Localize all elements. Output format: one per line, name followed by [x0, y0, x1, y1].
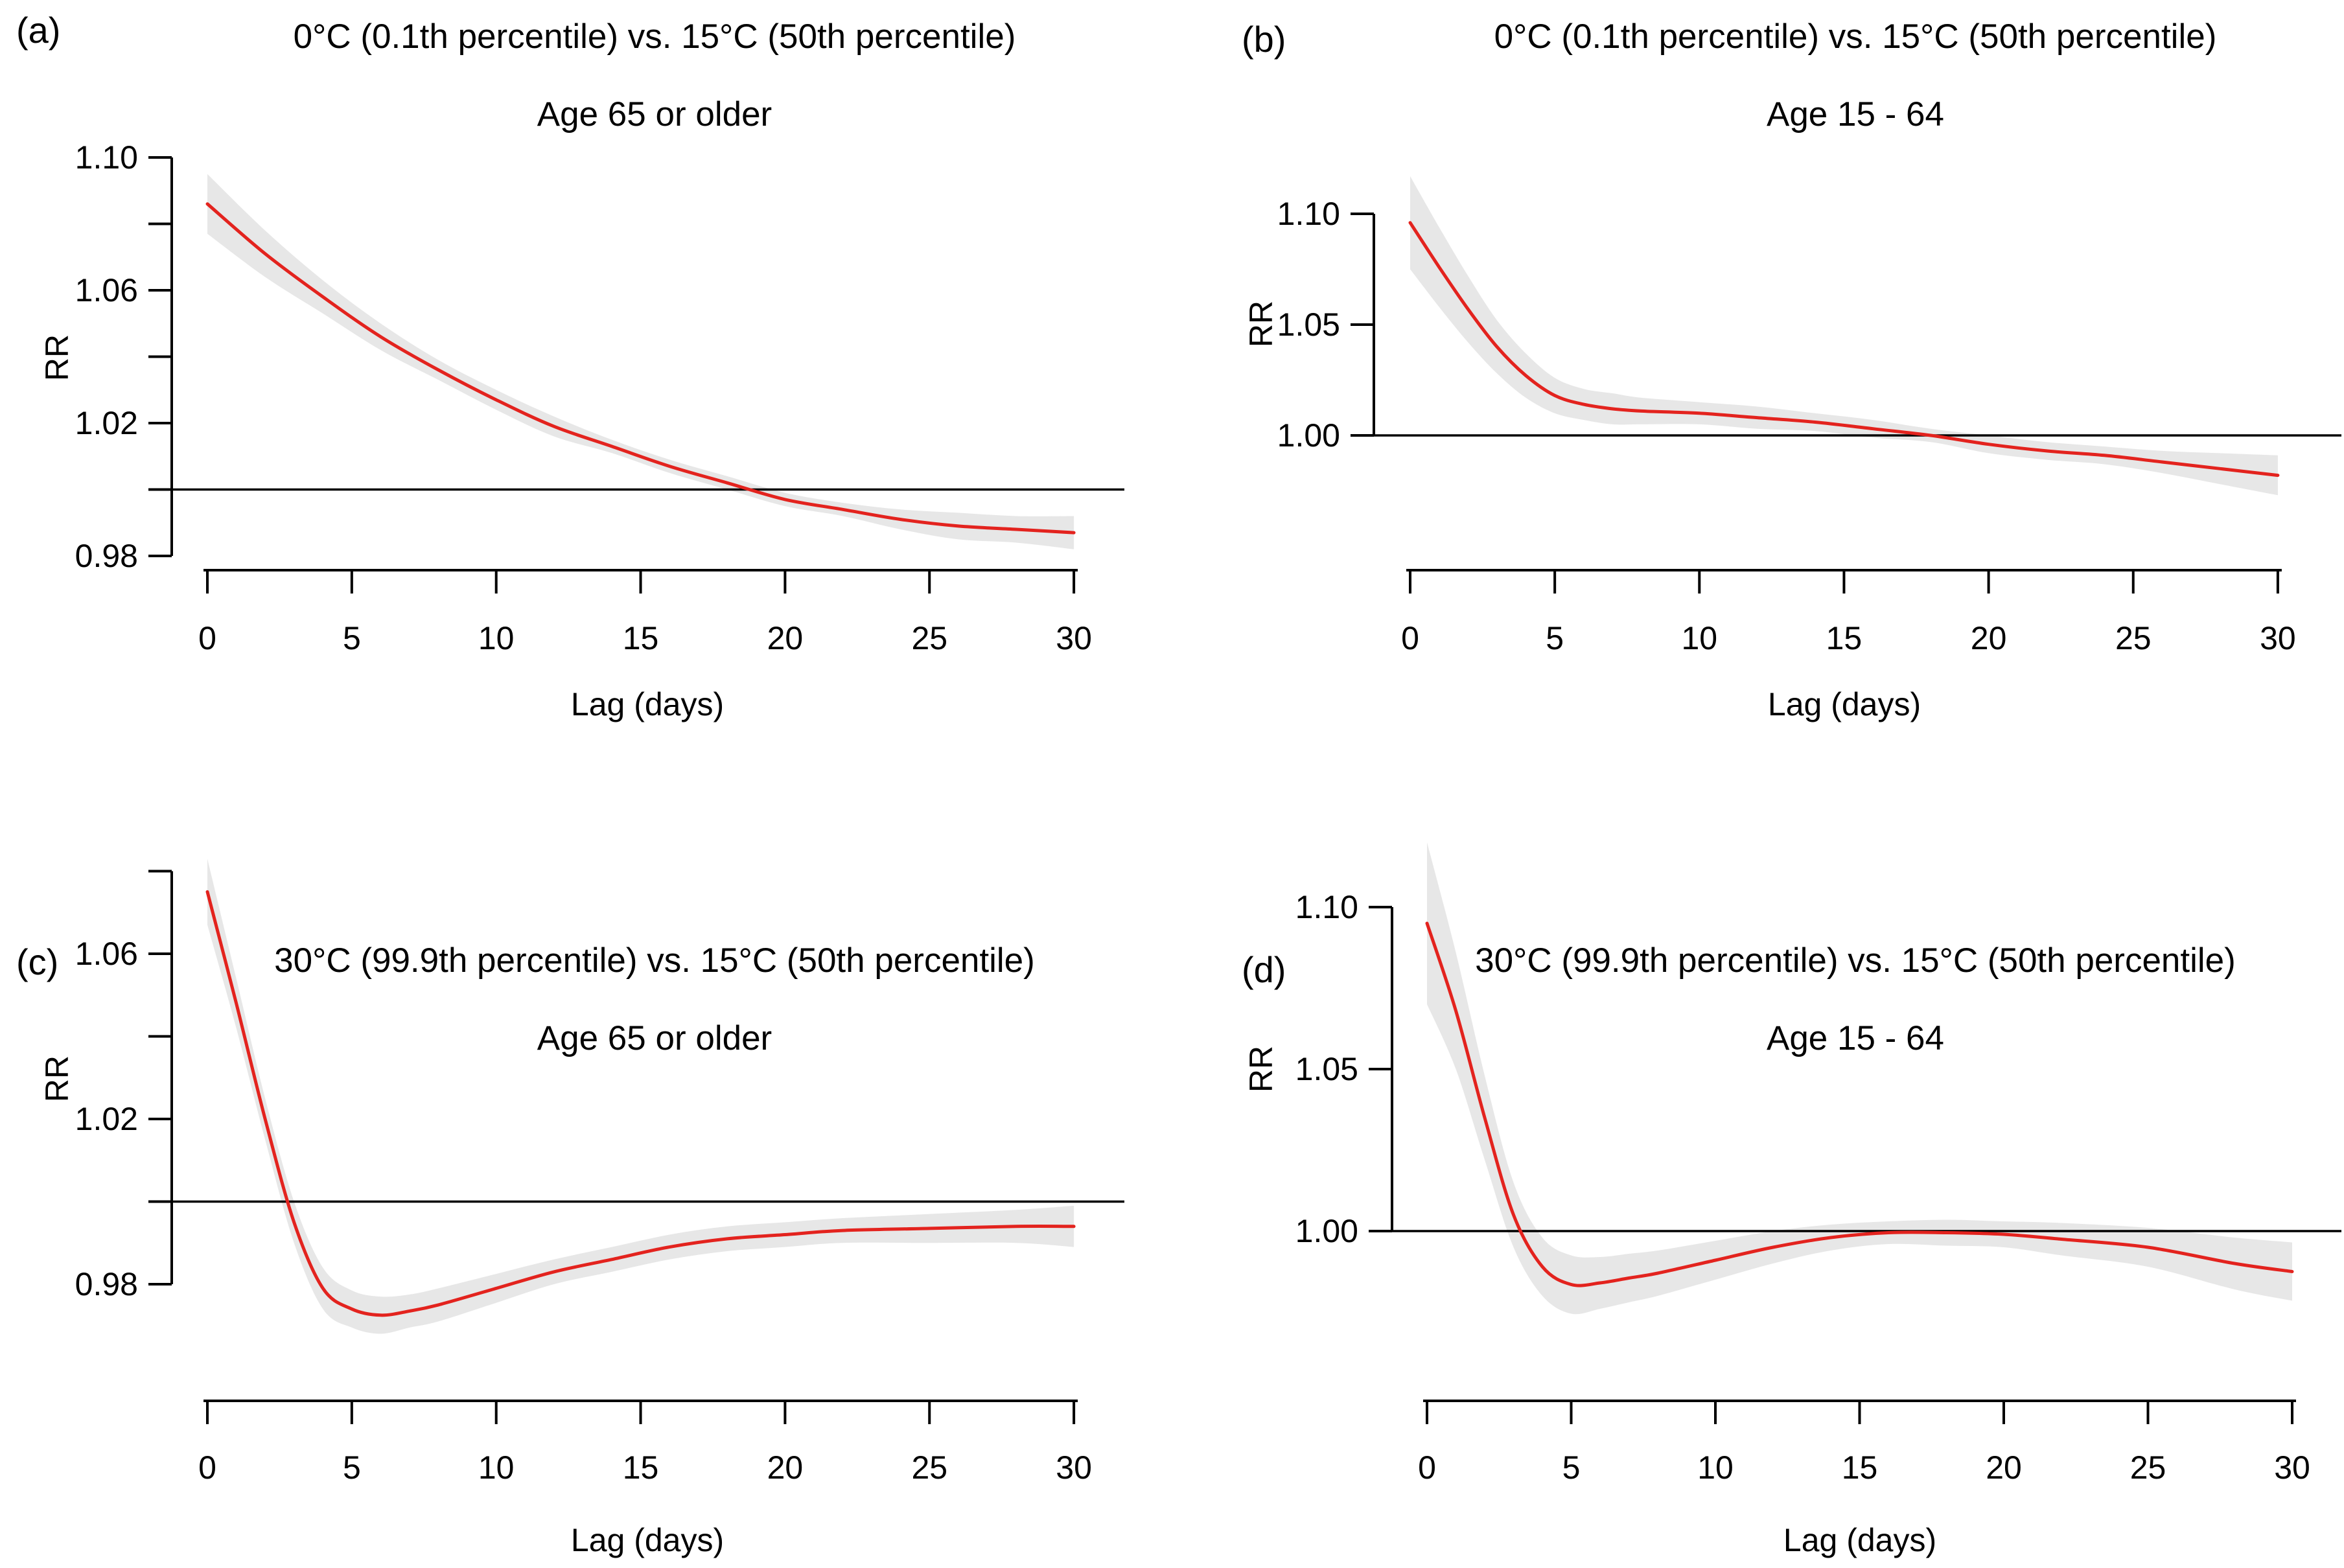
x-tick-label: 0 — [198, 620, 216, 656]
x-tick-label: 10 — [1697, 1449, 1734, 1486]
x-axis-label: Lag (days) — [570, 686, 725, 722]
panel-b: (b) 0°C (0.1th percentile) vs. 15°C (50t… — [1172, 0, 2344, 784]
x-tick-label: 30 — [1056, 1449, 1092, 1486]
y-tick-label: 1.06 — [75, 936, 138, 972]
x-tick-label: 5 — [1562, 1449, 1581, 1486]
x-tick-label: 20 — [1971, 620, 2007, 656]
panel-d: (d) 30°C (99.9th percentile) vs. 15°C (5… — [1172, 784, 2344, 1568]
panel-label: (d) — [1242, 949, 1286, 990]
y-tick-label: 1.06 — [75, 272, 138, 308]
rr-curve — [205, 202, 1076, 535]
panel-title: 30°C (99.9th percentile) vs. 15°C (50th … — [274, 941, 1035, 980]
panel-subtitle: Age 15 - 64 — [1766, 95, 1945, 133]
x-tick-label: 0 — [1401, 620, 1419, 656]
x-tick-label: 15 — [1842, 1449, 1878, 1486]
y-tick-label: 1.00 — [1277, 417, 1340, 454]
rr-curve — [1408, 221, 2280, 478]
x-tick-label: 25 — [2130, 1449, 2166, 1486]
x-tick-label: 20 — [767, 620, 804, 656]
x-tick-label: 25 — [2115, 620, 2152, 656]
plot-area-c: 0.98 1.02 1.06 0 5 10 15 20 25 30 — [75, 859, 1124, 1486]
y-tick-label: 1.00 — [1295, 1213, 1358, 1249]
x-axis-label: Lag (days) — [570, 1522, 725, 1558]
plot-area-a: 0.98 1.02 1.06 1.10 0 5 10 15 20 25 30 — [75, 139, 1124, 656]
y-tick-label: 1.02 — [75, 405, 138, 441]
y-tick-label: 1.10 — [75, 139, 138, 176]
panel-title: 0°C (0.1th percentile) vs. 15°C (50th pe… — [293, 17, 1016, 56]
confidence-band — [1427, 842, 2292, 1315]
x-tick-label: 5 — [343, 620, 361, 656]
panel-subtitle: Age 15 - 64 — [1766, 1019, 1945, 1057]
panel-subtitle: Age 65 or older — [537, 1019, 772, 1057]
panel-label: (a) — [16, 10, 61, 51]
x-tick-label: 25 — [911, 1449, 947, 1486]
panel-a: (a) 0°C (0.1th percentile) vs. 15°C (50t… — [0, 0, 1172, 784]
x-tick-label: 10 — [478, 620, 515, 656]
x-tick-label: 30 — [2274, 1449, 2310, 1486]
confidence-band — [1410, 176, 2278, 496]
x-axis-label: Lag (days) — [1783, 1522, 1937, 1558]
x-tick-label: 10 — [478, 1449, 515, 1486]
rr-curve — [1425, 921, 2294, 1287]
panel-c: (c) 30°C (99.9th percentile) vs. 15°C (5… — [0, 784, 1172, 1568]
panel-title: 30°C (99.9th percentile) vs. 15°C (50th … — [1475, 941, 2236, 980]
x-tick-label: 15 — [623, 620, 659, 656]
y-tick-label: 1.10 — [1277, 196, 1340, 232]
y-tick-label: 1.02 — [75, 1101, 138, 1137]
y-tick-label: 1.05 — [1277, 306, 1340, 343]
x-tick-label: 30 — [2260, 620, 2296, 656]
x-tick-label: 10 — [1681, 620, 1717, 656]
panel-label: (c) — [16, 941, 59, 982]
x-tick-label: 25 — [911, 620, 947, 656]
x-tick-label: 15 — [623, 1449, 659, 1486]
x-tick-label: 5 — [1546, 620, 1564, 656]
y-tick-label: 0.98 — [75, 1266, 138, 1302]
x-tick-label: 20 — [1986, 1449, 2022, 1486]
panel-title: 0°C (0.1th percentile) vs. 15°C (50th pe… — [1494, 17, 2217, 56]
plot-area-d: 1.00 1.05 1.10 0 5 10 15 20 25 30 — [1295, 842, 2341, 1486]
x-tick-label: 5 — [343, 1449, 361, 1486]
confidence-band — [207, 174, 1074, 549]
y-tick-label: 1.10 — [1295, 889, 1358, 925]
x-tick-label: 20 — [767, 1449, 804, 1486]
x-tick-label: 15 — [1826, 620, 1862, 656]
panel-subtitle: Age 65 or older — [537, 95, 772, 133]
x-tick-label: 0 — [198, 1449, 216, 1486]
y-tick-label: 1.05 — [1295, 1051, 1358, 1087]
x-axis-label: Lag (days) — [1767, 686, 1921, 722]
x-tick-label: 0 — [1418, 1449, 1436, 1486]
panel-label: (b) — [1242, 19, 1286, 60]
confidence-band — [207, 859, 1074, 1334]
plot-area-b: 1.00 1.05 1.10 0 5 10 15 20 25 30 — [1277, 176, 2341, 656]
x-tick-label: 30 — [1056, 620, 1092, 656]
rr-curve — [205, 890, 1076, 1317]
y-tick-label: 0.98 — [75, 538, 138, 574]
